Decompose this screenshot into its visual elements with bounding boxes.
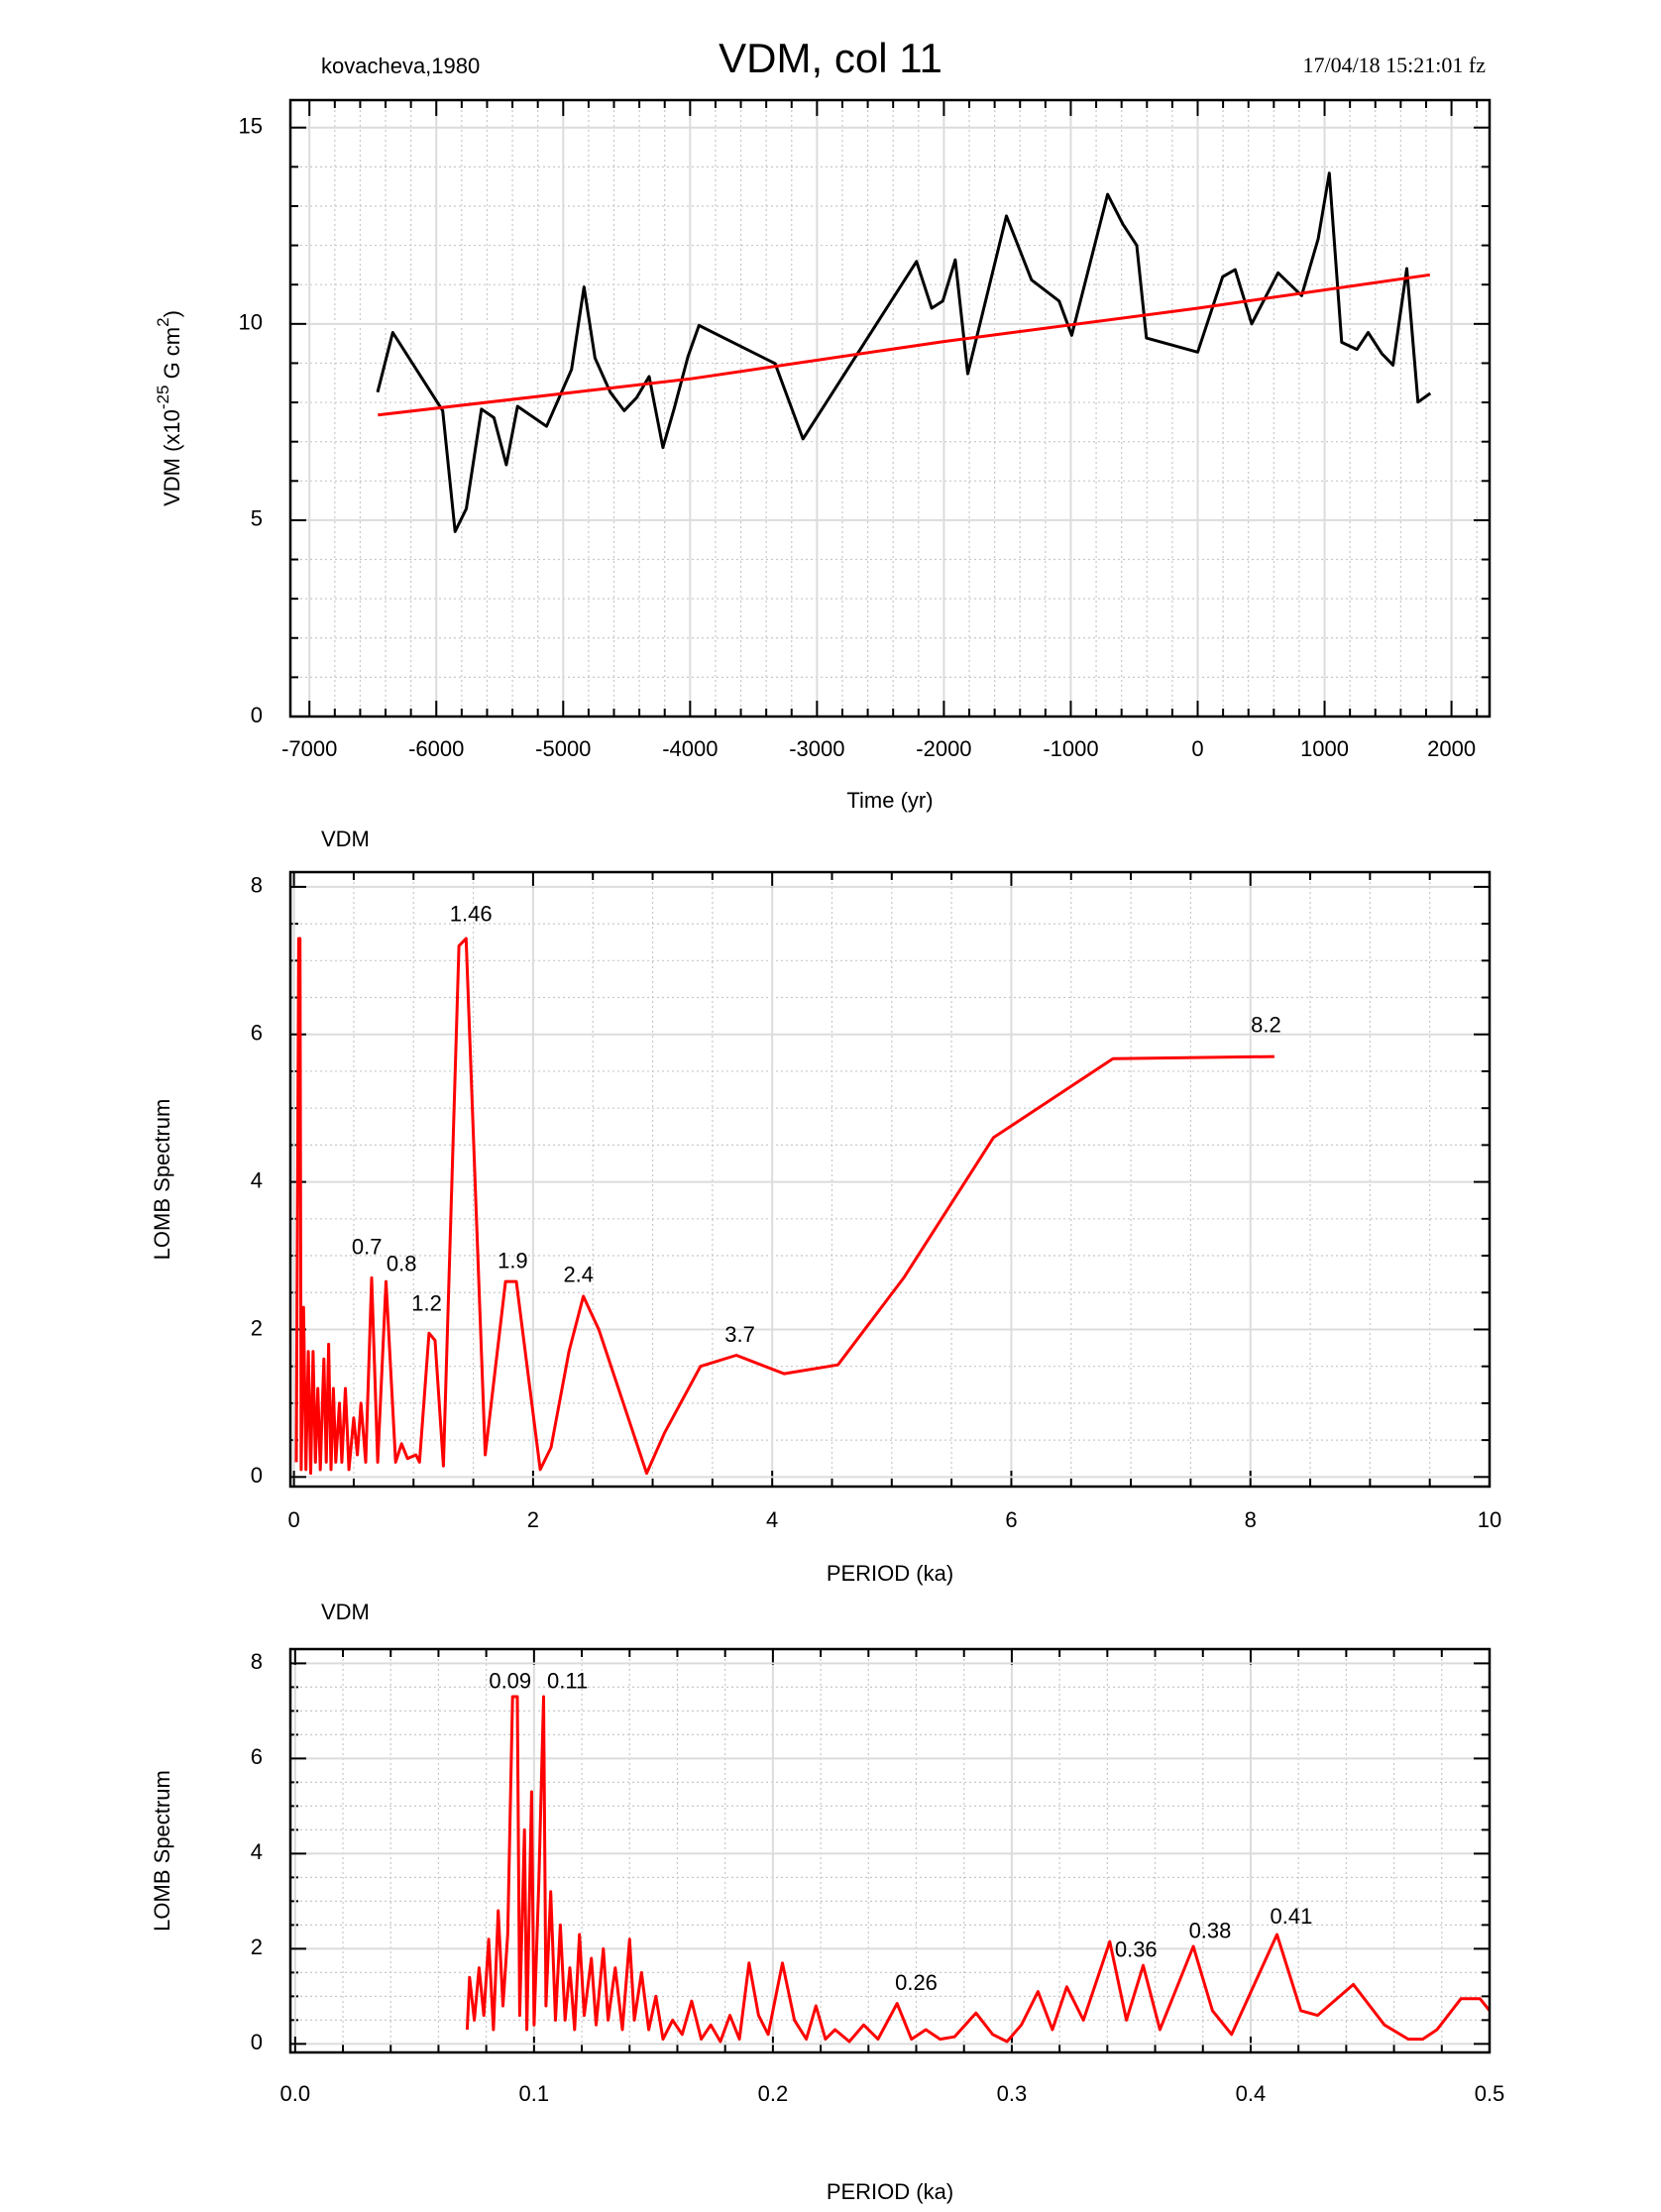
y-tick-label: 2 (251, 1315, 263, 1340)
y-tick-label: 6 (251, 1021, 263, 1046)
x-tick-label: -4000 (662, 736, 718, 761)
x-tick-label: 0 (1191, 736, 1203, 761)
x-tick-label: 0.1 (519, 2081, 550, 2106)
x-tick-label: -2000 (916, 736, 971, 761)
series-line (465, 1695, 1490, 2044)
x-axis-label: Time (yr) (846, 788, 933, 813)
x-tick-label: 0.0 (280, 2081, 311, 2106)
x-tick-label: -5000 (535, 736, 591, 761)
y-axis-label-part: -25 (154, 386, 172, 410)
subplot-title: VDM (321, 1600, 370, 1624)
y-tick-label: 2 (251, 1935, 263, 1959)
annotation: 0.7 (352, 1234, 383, 1259)
x-tick-label: 6 (1005, 1507, 1017, 1532)
x-tick-label: -3000 (789, 736, 844, 761)
y-axis-label-part: VDM (x10 (160, 409, 184, 506)
y-tick-label: 0 (251, 2030, 263, 2054)
figure-title: VDM, col 11 (719, 35, 942, 81)
x-tick-label: 0.3 (997, 2081, 1028, 2106)
y-tick-label: 8 (251, 1649, 263, 1674)
annotation: 2.4 (563, 1263, 594, 1287)
x-tick-label: 2000 (1427, 736, 1476, 761)
x-axis-label: PERIOD (ka) (827, 2179, 953, 2204)
x-tick-label: 0.5 (1475, 2081, 1505, 2106)
plot-frame (288, 870, 1492, 1489)
x-tick-label: 0 (287, 1507, 299, 1532)
y-tick-label: 10 (239, 310, 263, 335)
y-tick-label: 6 (251, 1744, 263, 1769)
annotation: 1.46 (450, 902, 493, 927)
x-tick-label: 8 (1245, 1507, 1257, 1532)
y-axis-label: VDM (x10-25 G cm2) (154, 310, 184, 506)
subplot-title: VDM (321, 827, 370, 851)
y-tick-label: 15 (239, 114, 263, 139)
x-tick-label: 2 (527, 1507, 539, 1532)
plot-frame (288, 1647, 1492, 2054)
plot-frame (288, 98, 1492, 719)
y-axis-label-part: G cm (160, 327, 184, 386)
x-tick-label: -7000 (281, 736, 337, 761)
series-line (376, 171, 1432, 533)
y-tick-label: 4 (251, 1167, 263, 1192)
annotation: 0.38 (1189, 1918, 1232, 1942)
annotation: 3.7 (724, 1322, 755, 1347)
x-tick-label: 1000 (1300, 736, 1349, 761)
annotation: 0.41 (1271, 1904, 1313, 1929)
header-right: 17/04/18 15:21:01 fz (1302, 53, 1486, 77)
annotation: 0.36 (1115, 1937, 1158, 1962)
y-axis-label: LOMB Spectrum (150, 1099, 174, 1261)
y-tick-label: 0 (251, 703, 263, 727)
annotation: 8.2 (1251, 1012, 1281, 1037)
annotation: 0.26 (895, 1970, 938, 1995)
x-tick-label: -6000 (408, 736, 464, 761)
header-left: kovacheva,1980 (321, 54, 480, 78)
annotation: 0.8 (387, 1252, 417, 1276)
y-axis-label: LOMB Spectrum (150, 1770, 174, 1932)
annotation: 1.2 (411, 1291, 442, 1316)
x-tick-label: 0.2 (758, 2081, 789, 2106)
y-axis-label-part: ) (160, 310, 184, 317)
x-tick-label: 4 (766, 1507, 778, 1532)
x-tick-label: -1000 (1043, 736, 1098, 761)
annotation: 1.9 (498, 1249, 528, 1273)
annotation: 0.11 (547, 1668, 588, 1693)
annotation: 0.09 (489, 1668, 531, 1693)
x-tick-label: 10 (1478, 1507, 1501, 1532)
y-tick-label: 0 (251, 1463, 263, 1488)
x-tick-label: 0.4 (1236, 2081, 1267, 2106)
x-axis-label: PERIOD (ka) (827, 1561, 953, 1586)
y-tick-label: 8 (251, 873, 263, 898)
y-tick-label: 5 (251, 506, 263, 531)
series-line (294, 937, 1274, 1476)
y-axis-label-part: 2 (154, 317, 172, 326)
series-line (378, 273, 1431, 417)
y-tick-label: 4 (251, 1839, 263, 1864)
